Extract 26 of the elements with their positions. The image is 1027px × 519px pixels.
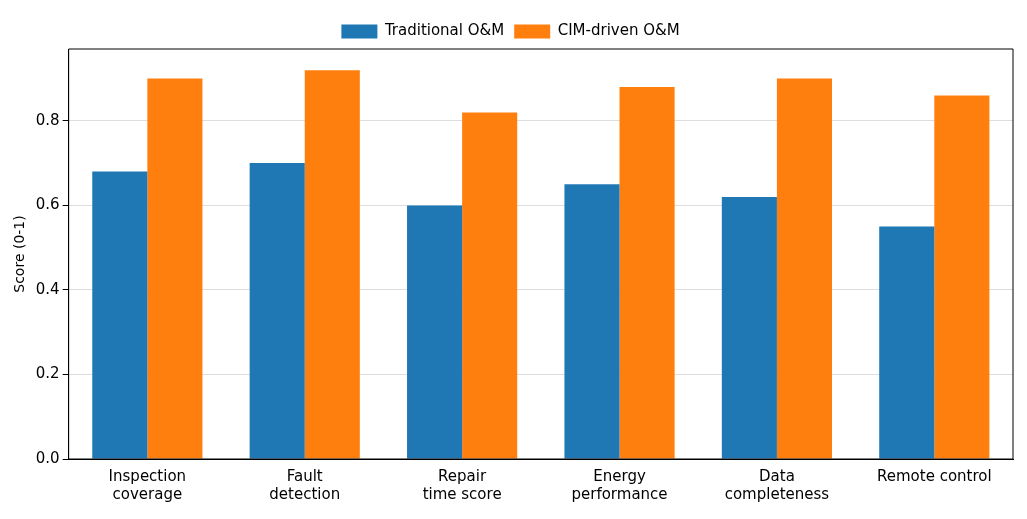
x-tick-label: Energy performance [571,466,668,503]
bar [147,78,203,459]
bar [407,205,463,459]
y-tick-label: 0.6 [35,195,60,214]
y-tick-label: 0.4 [35,279,60,298]
bar [249,163,305,459]
bar [934,95,990,459]
x-tick-label: Repair time score [422,466,502,503]
bar [92,171,148,459]
y-tick-label: 0.0 [35,448,60,467]
bar [776,78,832,459]
x-tick-label: Fault detection [269,466,341,503]
legend-label: CIM-driven O&M [557,21,680,40]
x-tick-label: Data completeness [724,466,830,503]
bar [304,70,360,459]
bar [619,87,675,459]
x-tick-label: Remote control [876,466,992,485]
bar [721,196,777,459]
legend-label: Traditional O&M [383,21,505,40]
y-axis-title: Score (0-1) [11,215,28,293]
y-tick-label: 0.2 [35,364,60,383]
bar [879,226,935,459]
bar [564,184,620,459]
y-tick-label: 0.8 [35,110,60,129]
x-tick-label: Inspection coverage [108,466,187,503]
bar [462,112,518,459]
